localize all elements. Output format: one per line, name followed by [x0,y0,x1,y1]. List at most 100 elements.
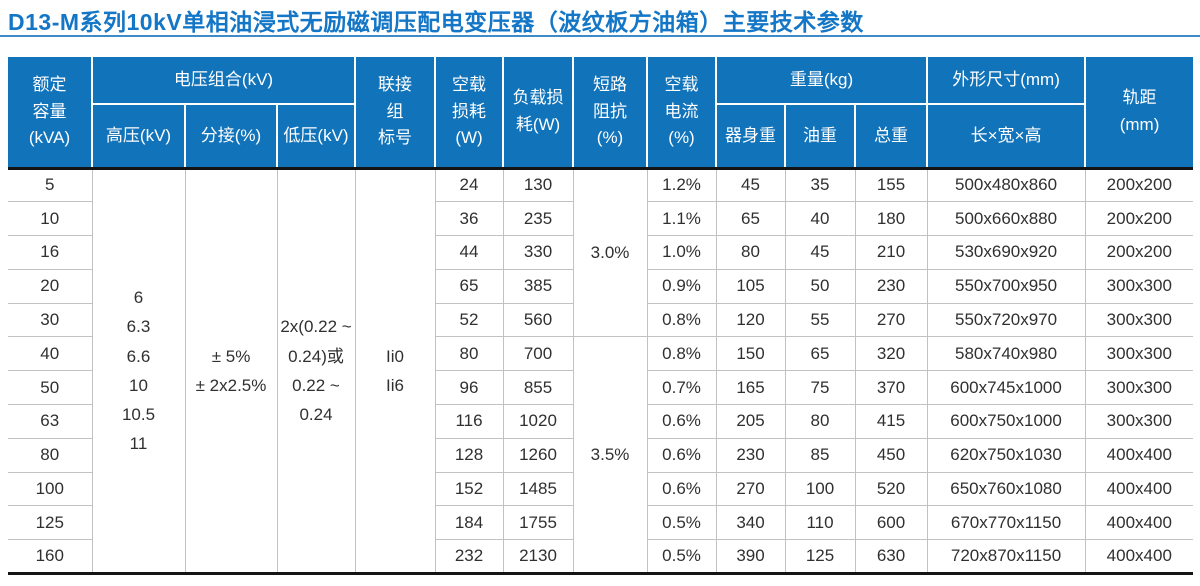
no-load-current-cell: 0.9% [646,268,717,304]
body-weight-cell: 65 [715,201,786,237]
header-lv: 低压(kV) [275,103,357,169]
rated-capacity-cell: 16 [8,235,93,270]
no-load-loss-cell: 96 [434,370,504,406]
dimensions-cell: 580x740x980 [926,336,1086,372]
header-impedance: 短路 阻抗 (%) [572,57,649,169]
body-weight-cell: 230 [715,437,786,473]
gauge-cell: 300x300 [1084,370,1194,406]
table-row: 160 232 2130 0.5% 390 125 630 720x870x1150 400x4… [8,539,1194,575]
gauge-cell: 400x400 [1084,437,1194,473]
table-row: 40 80 700 3.5% 0.8% 150 65 320 580x740x980 300x30… [8,336,1194,575]
spec-table: 额定 容量 (kVA) 电压组合(kV) 联接 组 标号 空载 损耗 (W) 负… [8,57,1194,575]
title-divider [0,35,1200,37]
header-voltage-combination: 电压组合(kV) [90,57,357,105]
impedance-cell: 3.5% [572,336,648,575]
header-tap: 分接(%) [184,103,278,169]
total-weight-cell: 450 [854,437,928,473]
dimensions-cell: 600x745x1000 [926,370,1086,406]
rated-capacity-cell: 63 [8,404,93,439]
gauge-cell: 400x400 [1084,539,1194,575]
no-load-loss-cell: 52 [434,302,504,338]
no-load-loss-cell: 24 [434,167,504,203]
no-load-current-cell: 0.6% [646,471,717,507]
spec-table-header: 额定 容量 (kVA) 电压组合(kV) 联接 组 标号 空载 损耗 (W) 负… [8,57,1194,169]
rated-capacity-cell: 20 [8,268,93,304]
no-load-current-cell: 1.0% [646,235,717,270]
oil-weight-cell: 35 [784,167,856,203]
body-weight-cell: 45 [715,167,786,203]
body-weight-cell: 205 [715,404,786,439]
header-weight: 重量(kg) [715,57,929,105]
oil-weight-cell: 50 [784,268,856,304]
header-rated-capacity: 额定 容量 (kVA) [8,57,93,169]
load-loss-cell: 855 [502,370,574,406]
body-weight-cell: 80 [715,235,786,270]
table-row: 100 152 1485 0.6% 270 100 520 650x760x1080 400x4… [8,471,1194,507]
rated-capacity-cell: 5 [8,167,93,203]
load-loss-cell: 385 [502,268,574,304]
gauge-cell: 200x200 [1084,235,1194,270]
no-load-loss-cell: 65 [434,268,504,304]
no-load-loss-cell: 184 [434,505,504,541]
gauge-cell: 200x200 [1084,167,1194,203]
table-row: 63 116 1020 0.6% 205 80 415 600x750x1000 300x300 [8,404,1194,439]
header-dimensions: 外形尺寸(mm) [926,57,1087,105]
load-loss-cell: 560 [502,302,574,338]
no-load-current-cell: 0.6% [646,437,717,473]
load-loss-cell: 1260 [502,437,574,473]
rated-capacity-cell: 10 [8,201,93,237]
header-load-loss: 负载损 耗(W) [502,57,575,169]
total-weight-cell: 370 [854,370,928,406]
lv-values-cell: 2x(0.22 ~ 0.24)或 0.22 ~ 0.24 [276,167,356,575]
total-weight-cell: 155 [854,167,928,203]
body-weight-cell: 120 [715,302,786,338]
no-load-current-cell: 0.8% [646,336,717,372]
impedance-cell: 3.0% [572,167,648,338]
table-row: 80 128 1260 0.6% 230 85 450 620x750x1030 400x400 [8,437,1194,473]
total-weight-cell: 270 [854,302,928,338]
load-loss-cell: 1755 [502,505,574,541]
no-load-current-cell: 0.7% [646,370,717,406]
oil-weight-cell: 110 [784,505,856,541]
gauge-cell: 400x400 [1084,505,1194,541]
no-load-current-cell: 1.1% [646,201,717,237]
no-load-current-cell: 0.8% [646,302,717,338]
oil-weight-cell: 45 [784,235,856,270]
rated-capacity-cell: 30 [8,302,93,338]
no-load-current-cell: 1.2% [646,167,717,203]
no-load-loss-cell: 232 [434,539,504,575]
spec-table-container: 额定 容量 (kVA) 电压组合(kV) 联接 组 标号 空载 损耗 (W) 负… [8,57,1194,575]
body-weight-cell: 270 [715,471,786,507]
dimensions-cell: 500x480x860 [926,167,1086,203]
dimensions-cell: 720x870x1150 [926,539,1086,575]
gauge-cell: 300x300 [1084,336,1194,372]
load-loss-cell: 1485 [502,471,574,507]
oil-weight-cell: 85 [784,437,856,473]
load-loss-cell: 2130 [502,539,574,575]
header-no-load-current: 空载 电流 (%) [646,57,718,169]
oil-weight-cell: 100 [784,471,856,507]
rated-capacity-cell: 40 [8,336,93,372]
header-lwh: 长×宽×高 [926,103,1087,169]
dimensions-cell: 550x700x950 [926,268,1086,304]
load-loss-cell: 1020 [502,404,574,439]
page-title: D13-M系列10kV单相油浸式无励磁调压配电变压器（波纹板方油箱）主要技术参数 [8,9,864,35]
total-weight-cell: 630 [854,539,928,575]
total-weight-cell: 210 [854,235,928,270]
tap-values-cell: ± 5% ± 2x2.5% [184,167,278,575]
total-weight-cell: 320 [854,336,928,372]
table-row: 20 65 385 0.9% 105 50 230 550x700x950 300x300 [8,268,1194,304]
body-weight-cell: 105 [715,268,786,304]
header-no-load-loss: 空载 损耗 (W) [434,57,505,169]
gauge-cell: 400x400 [1084,471,1194,507]
dimensions-cell: 500x660x880 [926,201,1086,237]
load-loss-cell: 700 [502,336,574,372]
no-load-loss-cell: 128 [434,437,504,473]
body-weight-cell: 165 [715,370,786,406]
oil-weight-cell: 65 [784,336,856,372]
table-row: 125 184 1755 0.5% 340 110 600 670x770x1150 400x4… [8,505,1194,541]
gauge-cell: 200x200 [1084,201,1194,237]
dimensions-cell: 670x770x1150 [926,505,1086,541]
dimensions-cell: 550x720x970 [926,302,1086,338]
